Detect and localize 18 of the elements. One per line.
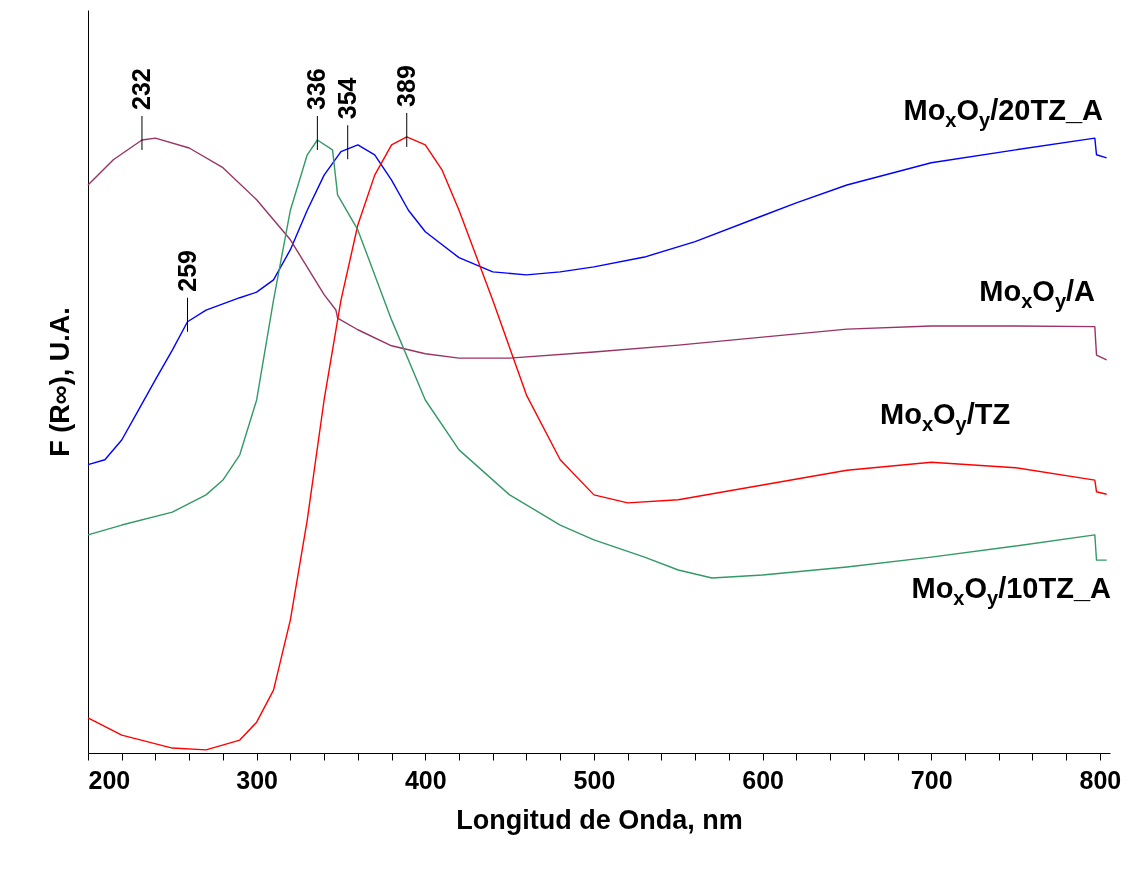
x-axis-title: Longitud de Onda, nm <box>456 804 743 835</box>
x-tick-label: 500 <box>573 765 616 794</box>
x-tick-label: 700 <box>910 765 953 794</box>
series-label: Mo$_{x}$O$_{y}$/20TZ_A <box>903 94 1103 131</box>
x-tick-label: 200 <box>88 765 131 794</box>
x-tick-label: 400 <box>404 765 447 794</box>
annotation: 232 <box>126 68 155 110</box>
series-label: Mo$_{x}$O$_{y}$/TZ <box>880 398 1011 435</box>
x-tick-label: 800 <box>1079 765 1122 794</box>
x-tick-label: 600 <box>742 765 784 794</box>
annotation: 259 <box>172 250 201 292</box>
x-tick-label: 300 <box>236 765 279 794</box>
annotation: 354 <box>332 77 361 120</box>
annotation: 389 <box>391 65 420 107</box>
y-axis-title: F (R∞), U.A. <box>44 307 75 457</box>
annotation: 336 <box>302 68 331 110</box>
series-label: Mo$_{x}$O$_{y}$/A <box>979 275 1095 312</box>
series-label: Mo$_{x}$O$_{y}$/10TZ_A <box>911 572 1111 609</box>
